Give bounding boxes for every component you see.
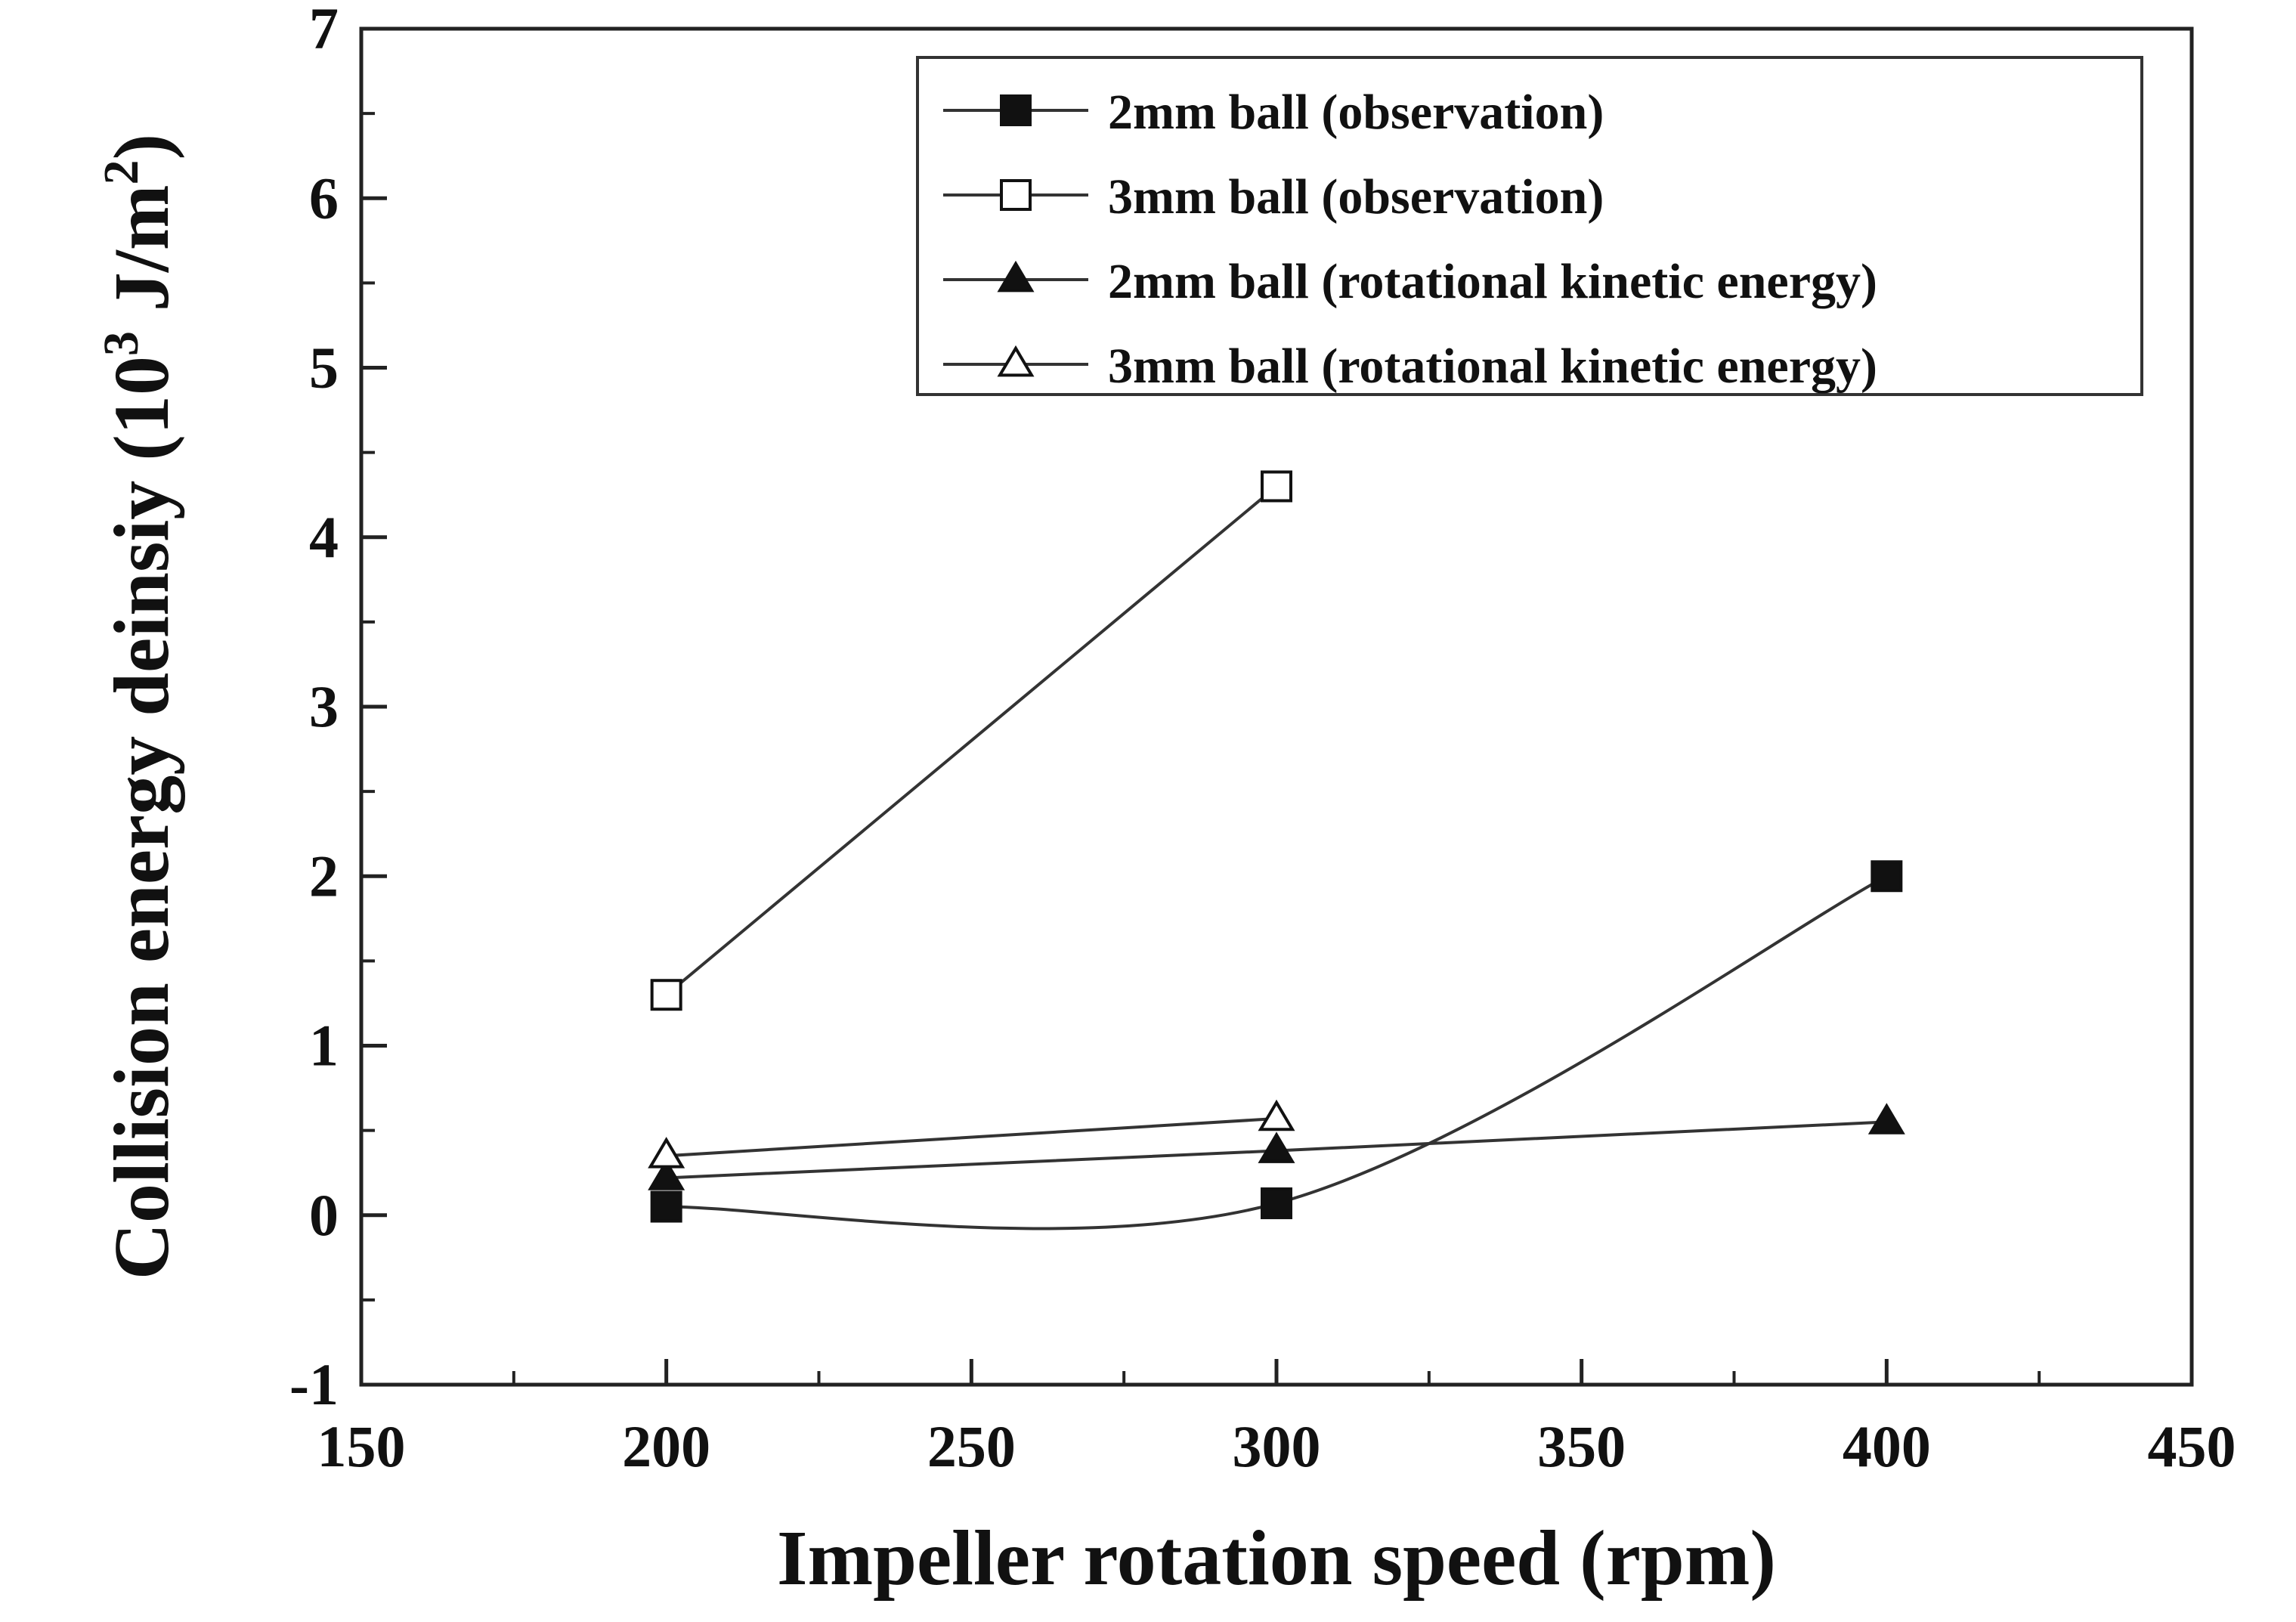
y-tick-label: 2 <box>309 843 339 909</box>
legend: 2mm ball (observation) 3mm ball (observat… <box>916 56 2143 396</box>
series-line-1 <box>666 874 1888 1230</box>
data-point-series-2 <box>650 979 682 1011</box>
y-tick-label: 4 <box>309 504 339 570</box>
data-point-series-3 <box>1867 1103 1905 1134</box>
legend-box <box>916 56 2143 396</box>
y-tick-label: 7 <box>309 0 339 61</box>
data-point-series-4 <box>1258 1099 1295 1131</box>
y-axis-title-main: Collision energy deinsiy (10 <box>98 356 185 1280</box>
axis-tick-labels: 150 200 250 300 350 400 450 -1 0 1 2 3 4 5 6 7 <box>289 0 2236 1479</box>
legend-entries: 2mm ball (observation) 3mm ball (observat… <box>943 85 1877 394</box>
y-tick-label: 0 <box>309 1182 339 1248</box>
series-line-4 <box>666 1116 1277 1158</box>
y-axis-title-sup1: 3 <box>94 331 149 356</box>
axis-ticks <box>359 26 2194 1387</box>
data-point-series-1 <box>1261 1187 1292 1220</box>
legend-marker-1 <box>1000 94 1032 126</box>
data-point-series-3 <box>1258 1131 1295 1163</box>
x-tick-label: 300 <box>1233 1413 1321 1479</box>
y-tick-label: 5 <box>309 335 339 401</box>
x-axis-title: Impeller rotation speed (rpm) <box>777 1515 1776 1602</box>
legend-label-3: 2mm ball (rotational kinetic energy) <box>1108 254 1877 309</box>
y-axis-title-end: ) <box>98 134 185 160</box>
x-tick-label: 150 <box>317 1413 406 1479</box>
legend-label-2: 3mm ball (observation) <box>1108 169 1604 224</box>
y-tick-label: -1 <box>289 1351 339 1417</box>
x-tick-label: 350 <box>1537 1413 1626 1479</box>
y-axis-title-sup2: 2 <box>94 160 149 185</box>
data-point-series-4 <box>648 1137 685 1169</box>
series-markers <box>648 470 1905 1223</box>
x-tick-label: 400 <box>1843 1413 1931 1479</box>
legend-marker-2 <box>1000 179 1032 211</box>
legend-label-4: 3mm ball (rotational kinetic energy) <box>1108 339 1877 394</box>
legend-marker-3 <box>997 260 1035 293</box>
y-axis-title: Collision energy deinsiy (103 J/m2) <box>94 134 185 1280</box>
data-point-series-1 <box>650 1190 682 1223</box>
y-tick-label: 6 <box>309 165 339 231</box>
legend-label-1: 2mm ball (observation) <box>1108 85 1604 140</box>
x-tick-label: 250 <box>927 1413 1016 1479</box>
y-axis-title-mid: J/m <box>98 185 185 332</box>
series-line-2 <box>665 484 1278 996</box>
y-tick-label: 1 <box>309 1013 339 1079</box>
data-point-series-2 <box>1261 470 1292 503</box>
data-point-series-1 <box>1871 860 1903 893</box>
y-tick-label: 3 <box>309 673 339 739</box>
legend-marker-4 <box>997 345 1035 377</box>
x-tick-label: 450 <box>2148 1413 2236 1479</box>
x-tick-label: 200 <box>622 1413 710 1479</box>
data-point-series-3 <box>648 1159 685 1190</box>
